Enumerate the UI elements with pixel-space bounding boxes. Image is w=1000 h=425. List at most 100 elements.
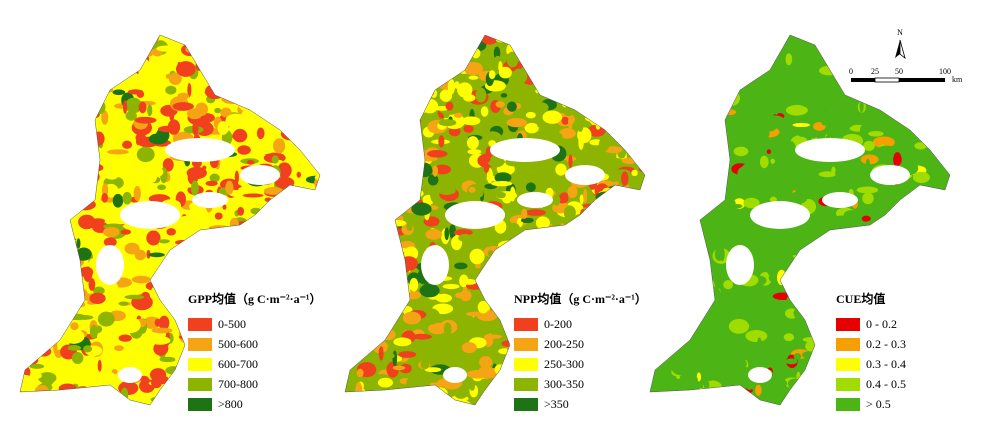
map-patch: [817, 294, 827, 308]
map-patch: [938, 359, 945, 375]
map-patch: [185, 219, 198, 228]
map-patch: [229, 305, 236, 318]
map-patch: [527, 96, 533, 103]
map-patch: [383, 56, 406, 71]
map-patch: [234, 170, 239, 184]
map-patch: [186, 35, 197, 39]
map-patch: [231, 90, 254, 99]
map-patch: [309, 41, 320, 49]
map-patch: [234, 270, 247, 282]
map-patch: [47, 175, 61, 189]
map-patch: [25, 261, 30, 275]
map-patch: [561, 116, 570, 125]
north-label: N: [897, 28, 903, 37]
map-patch: [701, 122, 719, 136]
map-patch: [359, 223, 379, 235]
map-patch: [485, 400, 498, 405]
map-patch: [259, 61, 280, 71]
map-patch: [103, 226, 120, 238]
map-patch: [856, 186, 879, 194]
map-patch: [76, 268, 82, 277]
map-patch: [930, 89, 937, 105]
map-patch: [816, 301, 838, 315]
map-patch: [63, 284, 80, 293]
map-patch: [61, 62, 75, 69]
map-patch: [314, 343, 320, 359]
map-patch: [91, 164, 104, 172]
legend-label: > 0.5: [866, 397, 891, 411]
map-patch: [539, 242, 552, 254]
map-patch: [368, 272, 373, 281]
map-patch: [684, 234, 690, 244]
map-patch: [911, 50, 919, 63]
map-patch: [242, 222, 256, 228]
map-patch: [679, 253, 687, 261]
map-patch: [382, 99, 404, 111]
map-patch: [694, 219, 705, 228]
map-patch: [525, 209, 546, 216]
map-patch: [271, 251, 284, 260]
map-patch: [171, 399, 186, 405]
map-patch: [934, 141, 949, 149]
map-patch: [387, 184, 403, 192]
map-patch: [579, 208, 586, 223]
map-patch: [78, 192, 94, 204]
map-patch: [404, 47, 410, 63]
map-patch: [268, 224, 288, 238]
map-patch: [650, 173, 669, 186]
map-patch: [650, 212, 653, 221]
map-patch: [345, 101, 358, 110]
map-patch: [296, 133, 305, 147]
map-patch: [209, 173, 220, 183]
map-patch: [915, 100, 923, 110]
map-patch: [485, 146, 492, 163]
map-patch: [607, 385, 629, 401]
map-patch: [353, 308, 370, 318]
map-patch: [872, 136, 895, 148]
map-patch: [214, 212, 223, 220]
map-patch: [702, 107, 713, 112]
map-patch: [62, 106, 71, 114]
map-patch: [211, 76, 223, 92]
map-patch: [933, 330, 948, 345]
map-patch: [593, 66, 599, 78]
map-patch: [552, 137, 564, 146]
map-patch: [267, 102, 279, 116]
map-patch: [356, 368, 364, 378]
map-patch: [889, 94, 910, 103]
map-patch: [97, 311, 115, 327]
map-patch: [241, 224, 263, 238]
map-patch: [945, 264, 950, 276]
map-gap: [795, 138, 865, 162]
map-patch: [816, 344, 826, 356]
map-patch: [650, 204, 659, 213]
map-patch: [544, 41, 555, 55]
map-patch: [419, 283, 440, 298]
map-patch: [829, 254, 844, 270]
legend-title: GPP均值（g C·m⁻²·a⁻¹）: [188, 291, 322, 306]
map-patch: [672, 105, 694, 112]
map-patch: [731, 397, 738, 405]
map-patch: [294, 106, 306, 116]
map-patch: [153, 341, 169, 356]
map-patch: [28, 106, 49, 113]
map-patch: [187, 82, 192, 98]
map-patch: [58, 185, 74, 192]
map-patch: [936, 86, 950, 93]
map-patch: [612, 194, 628, 205]
map-patch: [273, 138, 286, 154]
map-patch: [833, 276, 852, 288]
map-patch: [684, 374, 698, 385]
map-patch: [259, 364, 269, 379]
map-patch: [258, 344, 274, 349]
map-patch: [916, 366, 937, 372]
map-patch: [494, 55, 501, 64]
map-patch: [624, 135, 635, 148]
map-patch: [435, 37, 455, 48]
map-patch: [537, 123, 559, 129]
map-patch: [535, 216, 550, 230]
map-patch: [697, 136, 703, 144]
map-patch: [239, 254, 246, 260]
map-patch: [718, 196, 725, 202]
map-patch: [713, 41, 727, 56]
